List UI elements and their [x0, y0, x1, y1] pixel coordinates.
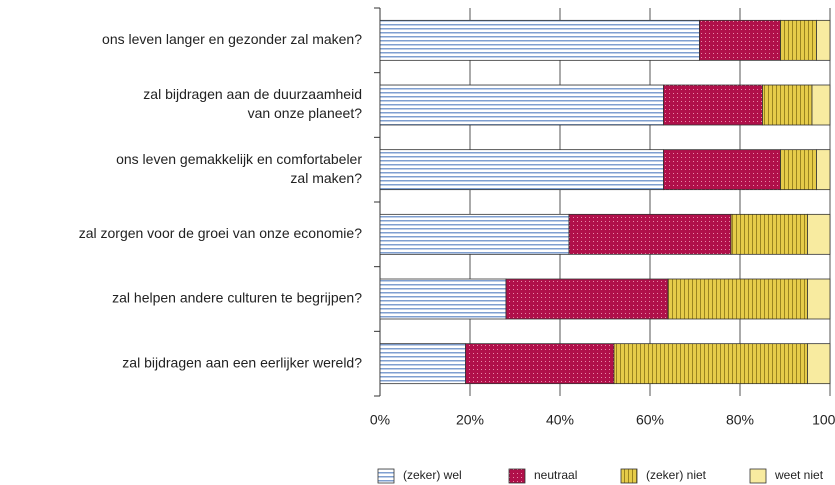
x-tick-label: 60% — [636, 412, 664, 428]
x-tick-label: 0% — [370, 412, 390, 428]
bar-segment — [699, 19, 781, 61]
bar-segment — [379, 149, 664, 191]
x-tick-label: 80% — [726, 412, 754, 428]
bar-segment — [613, 343, 808, 385]
bar-segment — [762, 84, 813, 126]
legend-label: (zeker) wel — [403, 468, 462, 482]
bar-segment — [780, 149, 817, 191]
legend-label: (zeker) niet — [646, 468, 707, 482]
category-label: ons leven langer en gezonder zal maken? — [102, 31, 362, 47]
category-label: zal helpen andere culturen te begrijpen? — [112, 290, 362, 306]
legend-swatch — [749, 468, 767, 484]
category-label: zal bijdragen aan een eerlijker wereld? — [122, 354, 362, 370]
bar-segment — [379, 213, 570, 255]
bar-segment — [465, 343, 615, 385]
bar-segment — [816, 19, 831, 61]
bar-segment — [379, 19, 700, 61]
category-label: zal bijdragen aan de duurzaamheid — [143, 86, 362, 102]
bar-segment — [730, 213, 808, 255]
legend-swatch — [377, 468, 395, 484]
bar-segment — [807, 343, 831, 385]
x-tick-label: 20% — [456, 412, 484, 428]
bar-segment — [807, 213, 831, 255]
bar-segment — [811, 84, 831, 126]
legend-label: weet niet — [774, 468, 824, 482]
bar-segment — [379, 84, 664, 126]
x-tick-label: 40% — [546, 412, 574, 428]
category-label: zal zorgen voor de groei van onze econom… — [79, 225, 363, 241]
bar-segment — [780, 19, 817, 61]
bar-segment — [505, 278, 669, 320]
legend-swatch — [620, 468, 638, 484]
bar-segment — [663, 84, 763, 126]
bar-segment — [667, 278, 808, 320]
legend-swatch — [508, 468, 526, 484]
bar-segment — [379, 278, 507, 320]
bar-segment — [663, 149, 781, 191]
bar-segment — [816, 149, 831, 191]
bar-segment — [807, 278, 831, 320]
bar-segment — [568, 213, 732, 255]
category-label: zal maken? — [290, 170, 362, 186]
category-label: ons leven gemakkelijk en comfortabeler — [116, 151, 362, 167]
bar-segment — [379, 343, 466, 385]
legend-label: neutraal — [534, 468, 577, 482]
category-label: van onze planeet? — [248, 105, 363, 121]
x-tick-label: 100% — [812, 412, 835, 428]
